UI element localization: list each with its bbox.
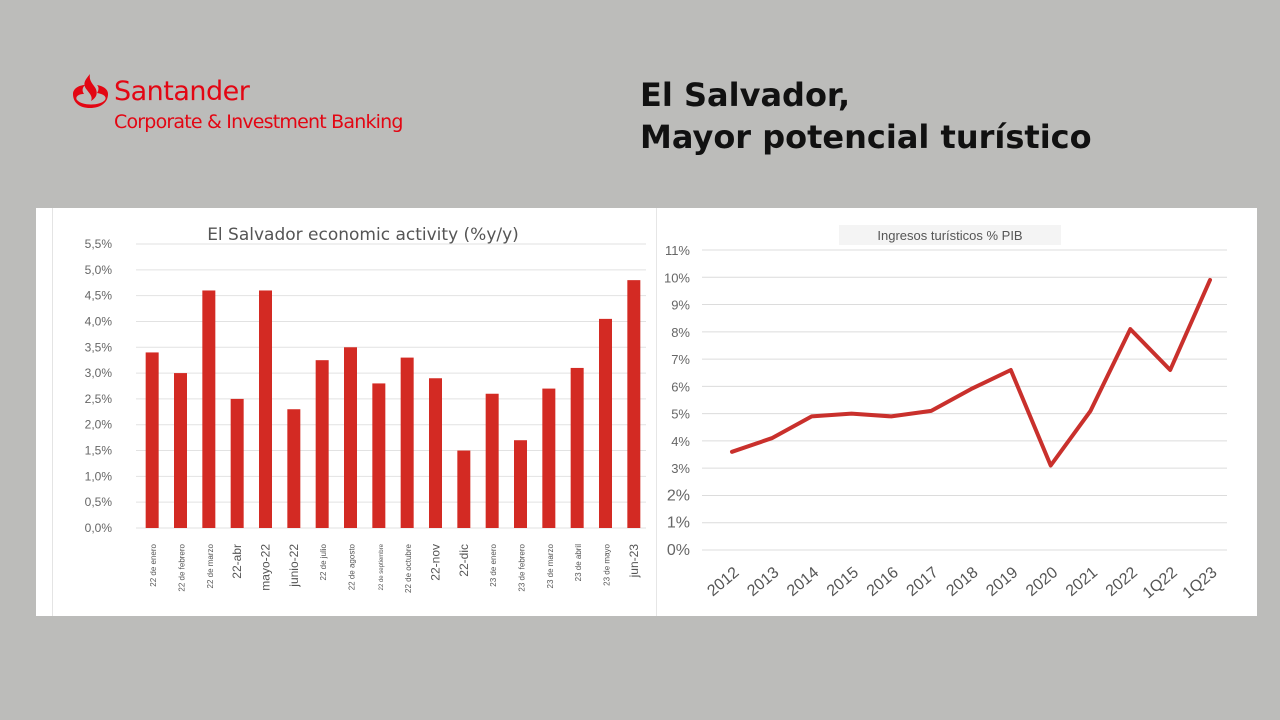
bar — [627, 280, 641, 528]
bar — [372, 383, 386, 528]
x-tick-label: 22 de octubre — [404, 543, 413, 592]
chart-title: Ingresos turísticos % PIB — [877, 228, 1022, 243]
y-tick-label: 2,0% — [85, 418, 113, 432]
chart-title: El Salvador economic activity (%y/y) — [207, 225, 519, 245]
x-tick-label: 2015 — [824, 564, 862, 600]
bar — [202, 290, 216, 528]
x-tick-label: 2013 — [744, 564, 782, 600]
x-tick-label: 2018 — [943, 564, 981, 600]
x-tick-label: jun-23 — [627, 544, 641, 579]
x-tick-label: 2021 — [1063, 564, 1101, 600]
x-tick-label: 2016 — [864, 564, 902, 600]
y-tick-label: 8% — [671, 325, 690, 340]
bar — [514, 440, 527, 528]
bar — [230, 398, 244, 528]
x-tick-label: 22 de enero — [149, 543, 158, 586]
y-tick-label: 7% — [671, 352, 690, 367]
bar — [287, 409, 301, 528]
bar — [457, 450, 471, 528]
y-tick-label: 0,5% — [85, 495, 113, 509]
x-tick-label: 23 de mayo — [603, 543, 612, 585]
y-tick-label: 3,0% — [85, 366, 113, 380]
bar — [429, 378, 442, 528]
economic-activity-chart-svg: El Salvador economic activity (%y/y) 0,0%… — [85, 225, 646, 593]
brand-subtitle: Corporate & Investment Banking — [114, 111, 403, 133]
x-tick-label: 23 de febrero — [518, 543, 527, 591]
y-tick-label: 1,5% — [85, 444, 113, 458]
y-tick-label: 1% — [667, 515, 690, 532]
y-tick-label: 5,5% — [85, 237, 113, 251]
chart-title-box — [839, 225, 1061, 245]
x-tick-label: 22 de febrero — [178, 543, 187, 591]
y-tick-label: 3% — [671, 461, 690, 476]
x-tick-label: 2020 — [1023, 564, 1061, 600]
x-tick-label: 22-nov — [429, 544, 443, 581]
x-tick-label: 23 de marzo — [546, 543, 555, 588]
y-tick-label: 5% — [671, 407, 690, 422]
flame-icon — [73, 74, 108, 108]
x-tick-label: 1Q22 — [1140, 564, 1181, 602]
y-tick-label: 4% — [671, 434, 690, 449]
y-tick-label: 5,0% — [85, 263, 113, 277]
x-tick-label: 2017 — [904, 564, 942, 600]
bar — [599, 318, 612, 528]
bar — [570, 367, 584, 528]
santander-logo: Santander Corporate & Investment Banking — [70, 70, 450, 140]
bar — [344, 347, 357, 528]
bar — [485, 393, 499, 528]
bar — [145, 352, 159, 528]
x-tick-label: 2012 — [704, 564, 742, 600]
x-tick-label: 1Q23 — [1180, 564, 1221, 602]
x-tick-label: 22 de septiembre — [379, 543, 385, 590]
y-tick-label: 6% — [671, 379, 690, 394]
bar — [315, 360, 329, 528]
bar — [259, 290, 272, 528]
economic-activity-chart: El Salvador economic activity (%y/y) 0,0%… — [36, 208, 657, 616]
x-tick-label: 22 de agosto — [348, 543, 357, 590]
y-tick-label: 3,5% — [85, 340, 113, 354]
y-tick-label: 2% — [667, 487, 690, 504]
bar — [542, 388, 556, 528]
x-tick-label: 23 de enero — [489, 543, 498, 586]
y-tick-label: 10% — [664, 270, 690, 285]
series-line — [730, 278, 1212, 468]
slide-title-line1: El Salvador, — [640, 76, 851, 114]
x-tick-label: mayo-22 — [259, 544, 273, 591]
y-tick-label: 11% — [665, 243, 690, 258]
x-tick-label: junio-22 — [287, 544, 301, 588]
slide-title: El Salvador, Mayor potencial turístico — [640, 74, 1092, 158]
tourism-revenue-chart: Ingresos turísticos % PIB 0% 1% 2% 3% 4% 5% 6% 7… — [657, 208, 1257, 616]
x-tick-label: 23 de abril — [574, 544, 583, 582]
y-tick-label: 4,0% — [85, 314, 113, 328]
y-tick-label: 4,5% — [85, 289, 113, 303]
x-tick-label: 2014 — [784, 564, 822, 600]
panel-left-edge — [36, 208, 53, 616]
y-tick-label: 2,5% — [85, 392, 113, 406]
x-tick-label: 22-abr — [230, 544, 244, 579]
bar — [174, 373, 187, 528]
y-tick-label: 0% — [667, 542, 690, 559]
y-tick-label: 1,0% — [85, 469, 113, 483]
y-tick-label: 0,0% — [85, 521, 113, 535]
y-tick-label: 9% — [671, 298, 690, 313]
x-tick-label: 22 de marzo — [206, 543, 215, 588]
tourism-revenue-chart-svg: Ingresos turísticos % PIB 0% 1% 2% 3% 4% 5% 6% 7… — [664, 225, 1227, 602]
bar — [400, 357, 414, 528]
x-tick-label: 22 de julio — [319, 543, 328, 580]
slide-title-line2: Mayor potencial turístico — [640, 118, 1092, 156]
brand-name: Santander — [114, 76, 250, 107]
x-tick-label: 22-dic — [457, 544, 471, 577]
x-tick-label: 2022 — [1103, 564, 1141, 600]
x-tick-label: 2019 — [983, 564, 1021, 600]
